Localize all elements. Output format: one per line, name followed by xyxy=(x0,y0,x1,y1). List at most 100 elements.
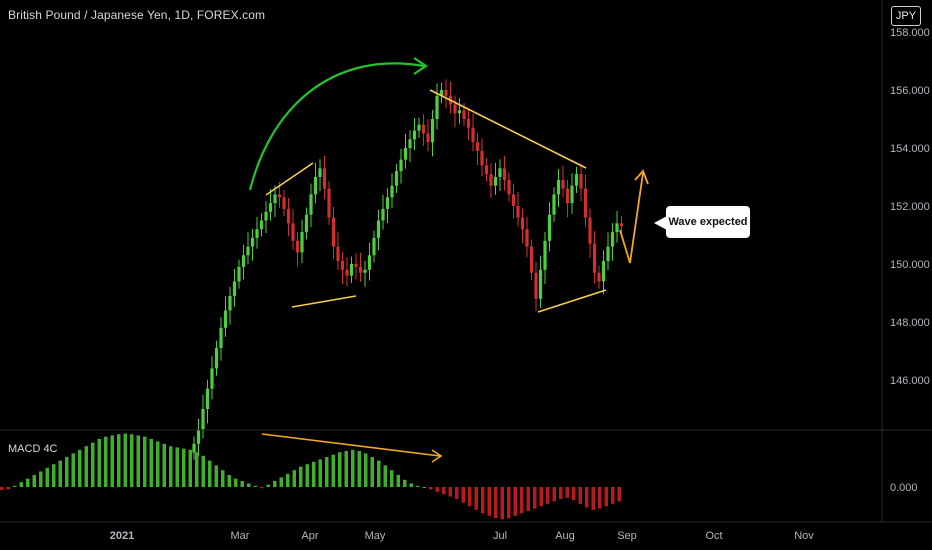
candle-body xyxy=(354,264,358,267)
time-tick-label: Apr xyxy=(301,530,318,542)
macd-bar xyxy=(455,487,459,499)
candle-body xyxy=(237,266,241,282)
macd-bar xyxy=(377,460,381,487)
indicator-title[interactable]: MACD 4C xyxy=(8,443,58,455)
candle-body xyxy=(543,240,547,270)
macd-bar xyxy=(585,487,589,508)
candle-body xyxy=(394,171,399,186)
candle-body xyxy=(273,194,277,204)
candle-body xyxy=(408,139,412,148)
macd-bar xyxy=(325,457,329,487)
candle-body xyxy=(430,119,435,143)
price-tick-label: 148.000 xyxy=(890,317,930,329)
candle-body xyxy=(574,174,579,186)
macd-bar xyxy=(403,479,407,487)
macd-bar xyxy=(344,451,348,487)
candle-body xyxy=(565,188,570,204)
candle-body xyxy=(277,194,282,198)
candle-body xyxy=(556,179,561,195)
candle-body xyxy=(300,232,304,253)
macd-bar xyxy=(292,470,296,487)
price-tick-label: 152.000 xyxy=(890,201,930,213)
time-tick-label: Oct xyxy=(705,530,722,542)
time-tick-label: 2021 xyxy=(110,530,134,542)
candle-body xyxy=(250,237,255,247)
candle-body xyxy=(601,261,606,282)
macd-bar xyxy=(91,442,95,487)
macd-axis[interactable]: 0.000 xyxy=(890,482,918,494)
candle-body xyxy=(498,168,502,177)
candle-body xyxy=(412,130,417,140)
candle-body xyxy=(579,174,583,189)
time-tick-label: Aug xyxy=(555,530,575,542)
macd-bar xyxy=(247,483,251,487)
macd-bar xyxy=(182,448,186,487)
candle-body xyxy=(466,119,471,128)
candle-body xyxy=(295,240,300,253)
macd-bar xyxy=(65,457,69,487)
macd-bar xyxy=(487,487,491,516)
macd-bar xyxy=(169,446,173,487)
candle-body xyxy=(381,208,385,221)
macd-bar xyxy=(572,487,576,501)
macd-bar xyxy=(45,467,49,487)
macd-bar xyxy=(513,487,517,516)
macd-bar xyxy=(299,466,303,487)
candle-body xyxy=(489,174,493,186)
candle-body xyxy=(462,110,466,119)
macd-bar xyxy=(578,487,582,504)
macd-bar xyxy=(468,487,472,507)
wave-expected-callout[interactable]: Wave expected xyxy=(666,206,750,238)
macd-bar xyxy=(214,465,218,487)
candle-body xyxy=(403,148,408,160)
macd-bar xyxy=(312,461,316,487)
candle-body xyxy=(313,177,318,195)
price-axis[interactable]: 158.000 156.000 154.000 152.000 150.000 148.0… xyxy=(890,27,930,387)
candle-body xyxy=(525,229,529,247)
price-tick-label: 150.000 xyxy=(890,259,930,271)
macd-histogram xyxy=(0,433,621,520)
macd-bar xyxy=(617,487,621,502)
macd-bar xyxy=(559,487,563,499)
macd-bar xyxy=(117,434,121,487)
macd-bar xyxy=(546,487,550,504)
macd-bar xyxy=(474,487,478,510)
macd-bar xyxy=(338,452,342,487)
macd-bar xyxy=(123,433,127,487)
macd-bar xyxy=(552,487,556,502)
macd-bar xyxy=(260,487,264,489)
macd-bar xyxy=(305,464,309,487)
time-tick-label: Nov xyxy=(794,530,814,542)
candle-body xyxy=(345,269,349,276)
candle-body xyxy=(529,246,534,273)
drawings xyxy=(248,57,649,463)
candle-body xyxy=(426,133,430,143)
time-axis[interactable]: 2021 Mar Apr May Jul Aug Sep Oct Nov xyxy=(110,530,815,542)
macd-bar xyxy=(520,487,524,514)
macd-bar xyxy=(201,455,205,487)
macd-bar xyxy=(435,487,439,492)
macd-bar xyxy=(611,487,615,504)
candle-body xyxy=(232,281,237,296)
candle-body xyxy=(507,179,511,195)
green-arrowhead xyxy=(413,57,428,75)
chart-title: British Pound / Japanese Yen, 1D, FOREX.… xyxy=(8,8,266,22)
macd-bar xyxy=(143,436,147,487)
macd-bar xyxy=(526,487,530,511)
price-series xyxy=(192,79,624,460)
currency-badge[interactable]: JPY xyxy=(891,6,921,26)
macd-bar xyxy=(71,453,75,487)
macd-bar xyxy=(429,487,433,490)
candle-body xyxy=(552,194,556,215)
candle-body xyxy=(286,208,291,224)
candle-body xyxy=(322,168,327,189)
candle-body xyxy=(223,310,228,328)
trendline-upper-left xyxy=(265,162,314,196)
macd-bar xyxy=(97,439,101,487)
macd-bar xyxy=(175,447,179,487)
macd-bar xyxy=(357,451,361,487)
candle-body xyxy=(291,223,295,241)
macd-divergence-arrowhead xyxy=(431,449,443,463)
candle-body xyxy=(421,124,426,134)
